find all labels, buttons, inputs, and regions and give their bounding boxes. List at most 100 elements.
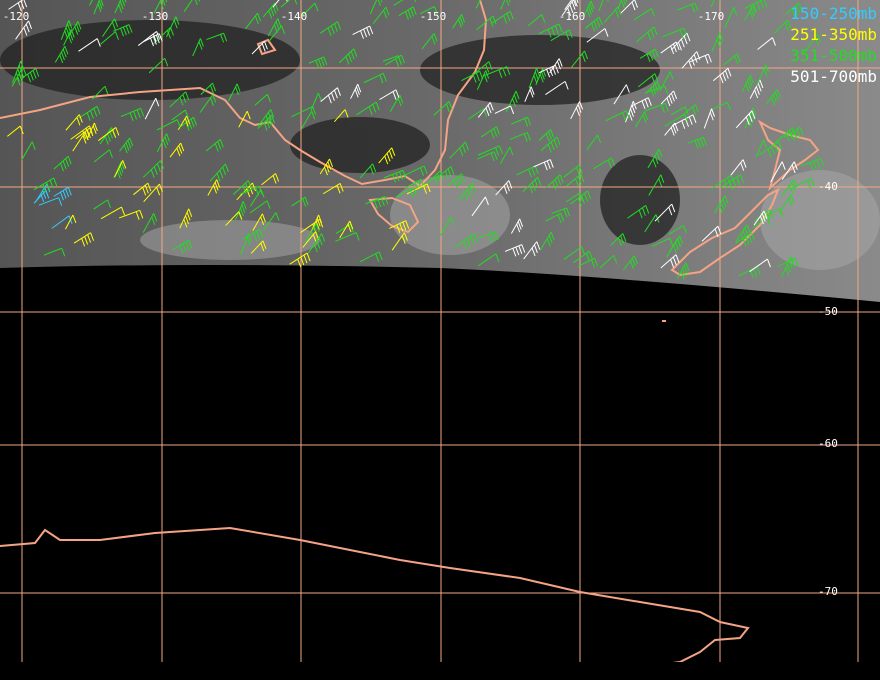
barb-shaft	[654, 203, 673, 222]
barb-flag	[49, 179, 54, 189]
barb-flag	[42, 184, 47, 193]
barb-flag	[348, 53, 353, 63]
barb-flag	[670, 259, 675, 268]
wind-barb	[424, 170, 444, 187]
barb-shaft	[660, 254, 677, 269]
barb-flag	[150, 169, 155, 178]
wind-barb	[598, 0, 609, 11]
barb-flag	[214, 182, 219, 191]
wind-barb	[454, 233, 478, 250]
barb-flag	[702, 137, 707, 146]
barb-flag	[810, 178, 815, 187]
barb-flag	[622, 112, 626, 121]
barb-flag	[68, 20, 73, 29]
barb-flag	[513, 94, 518, 103]
barb-flag	[681, 120, 686, 129]
barb-shaft	[720, 174, 741, 189]
barb-flag	[717, 226, 722, 235]
wind-barb	[660, 254, 680, 269]
barb-shaft	[666, 238, 678, 258]
wind-barb	[449, 141, 469, 159]
barb-shaft	[504, 244, 523, 252]
barb-flag	[788, 260, 793, 269]
barb-shaft	[676, 262, 687, 280]
barb-flag	[70, 29, 75, 38]
barb-flag	[395, 58, 400, 67]
barb-flag	[642, 114, 647, 123]
legend-entry: 150-250mb	[790, 4, 877, 23]
barb-shaft	[468, 108, 484, 120]
barb-flag	[369, 166, 374, 175]
barb-flag	[324, 166, 328, 176]
wind-barb	[199, 94, 217, 113]
wind-barb	[114, 0, 127, 14]
barb-flag	[785, 267, 790, 276]
barb-flag	[372, 163, 377, 172]
barb-flag	[719, 74, 724, 84]
barb-flag	[718, 204, 723, 214]
barb-flag	[685, 262, 690, 271]
wind-barb	[250, 189, 265, 207]
barb-shaft	[471, 196, 486, 217]
barb-shaft	[670, 106, 686, 116]
wind-barb	[617, 0, 628, 9]
barb-flag	[816, 159, 821, 168]
barb-flag	[754, 89, 759, 99]
barb-flag	[493, 151, 498, 160]
barb-flag	[173, 20, 178, 29]
barb-flag	[270, 7, 275, 17]
barb-shaft	[494, 105, 511, 114]
wind-barb	[480, 126, 501, 139]
barb-flag	[563, 208, 568, 218]
barb-flag	[17, 68, 22, 78]
barb-flag	[748, 113, 753, 123]
barb-flag	[319, 219, 324, 228]
barb-flag	[694, 140, 699, 149]
barb-shaft	[648, 174, 662, 196]
barb-flag	[182, 243, 187, 252]
wind-barb	[744, 5, 756, 21]
barb-flag	[164, 136, 169, 146]
barb-flag	[315, 60, 320, 69]
wind-barb	[551, 207, 571, 218]
barb-shaft	[33, 177, 54, 191]
barb-flag	[767, 258, 771, 268]
barb-shaft	[239, 185, 260, 195]
barb-shaft	[644, 214, 657, 233]
barb-flag	[669, 238, 674, 247]
barb-flag	[791, 127, 796, 136]
barb-flag	[791, 8, 796, 18]
barb-flag	[527, 117, 532, 126]
barb-shaft	[250, 240, 264, 254]
barb-flag	[25, 24, 30, 33]
barb-flag	[312, 106, 317, 115]
wind-barb	[756, 64, 770, 87]
wind-barb	[565, 173, 585, 188]
barb-shaft	[577, 257, 595, 267]
barb-flag	[755, 86, 760, 95]
barb-shaft	[540, 136, 558, 152]
barb-flag	[581, 246, 586, 255]
barb-flag	[379, 74, 384, 84]
barb-flag	[164, 58, 169, 67]
barb-flag	[16, 77, 21, 86]
wind-barb	[564, 0, 579, 10]
barb-flag	[727, 102, 731, 111]
barb-flag	[745, 83, 750, 93]
barb-flag	[64, 46, 69, 55]
wind-barb	[475, 0, 481, 9]
barb-shaft	[12, 60, 22, 83]
barb-flag	[66, 23, 71, 33]
barb-flag	[567, 7, 572, 17]
barb-flag	[433, 33, 438, 42]
barb-flag	[566, 207, 571, 217]
barb-flag	[679, 235, 684, 245]
wind-barb	[586, 134, 602, 151]
barb-flag	[545, 133, 550, 142]
wind-barb	[200, 82, 216, 96]
barb-shaft	[670, 32, 688, 51]
wind-barb	[359, 163, 377, 179]
wind-barb	[433, 101, 453, 116]
barb-flag	[654, 83, 659, 93]
